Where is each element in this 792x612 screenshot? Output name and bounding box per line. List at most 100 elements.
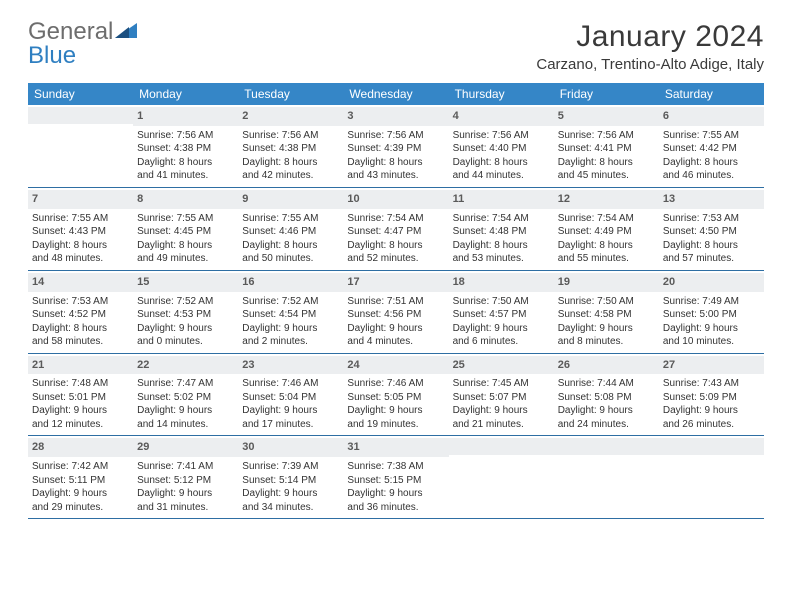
day-info-line: Sunrise: 7:52 AM — [242, 295, 339, 309]
day-number: 12 — [554, 190, 659, 209]
day-info-line: and 14 minutes. — [137, 418, 234, 432]
day-info-line: Daylight: 9 hours — [663, 404, 760, 418]
day-info-line: Sunset: 4:56 PM — [347, 308, 444, 322]
day-number: 17 — [343, 273, 448, 292]
day-number: 11 — [449, 190, 554, 209]
day-number: 5 — [554, 107, 659, 126]
day-cell — [449, 436, 554, 518]
day-info-line: Sunset: 5:11 PM — [32, 474, 129, 488]
day-info-line: Sunset: 4:38 PM — [137, 142, 234, 156]
day-info-line: Sunrise: 7:51 AM — [347, 295, 444, 309]
day-info-line: Sunrise: 7:55 AM — [663, 129, 760, 143]
day-cell: 23Sunrise: 7:46 AMSunset: 5:04 PMDayligh… — [238, 354, 343, 436]
day-info-line: Daylight: 9 hours — [137, 404, 234, 418]
day-info-line: and 52 minutes. — [347, 252, 444, 266]
day-info-line: Daylight: 9 hours — [32, 487, 129, 501]
day-info-line: and 55 minutes. — [558, 252, 655, 266]
day-info-line: Sunrise: 7:54 AM — [453, 212, 550, 226]
day-number: 25 — [449, 356, 554, 375]
day-cell: 21Sunrise: 7:48 AMSunset: 5:01 PMDayligh… — [28, 354, 133, 436]
day-info-line: Daylight: 9 hours — [242, 487, 339, 501]
day-info-line: and 17 minutes. — [242, 418, 339, 432]
day-info-line: and 48 minutes. — [32, 252, 129, 266]
day-info-line: Sunrise: 7:50 AM — [558, 295, 655, 309]
day-cell: 7Sunrise: 7:55 AMSunset: 4:43 PMDaylight… — [28, 188, 133, 270]
day-cell: 25Sunrise: 7:45 AMSunset: 5:07 PMDayligh… — [449, 354, 554, 436]
day-info-line: Sunset: 4:39 PM — [347, 142, 444, 156]
day-info-line: Sunset: 5:12 PM — [137, 474, 234, 488]
day-cell: 19Sunrise: 7:50 AMSunset: 4:58 PMDayligh… — [554, 271, 659, 353]
day-info-line: and 36 minutes. — [347, 501, 444, 515]
weekday-header: Thursday — [449, 83, 554, 105]
day-info-line: Sunrise: 7:53 AM — [663, 212, 760, 226]
day-info-line: and 0 minutes. — [137, 335, 234, 349]
day-info-line: and 31 minutes. — [137, 501, 234, 515]
day-info-line: Daylight: 9 hours — [453, 404, 550, 418]
day-info-line: Daylight: 9 hours — [347, 487, 444, 501]
weekday-header: Saturday — [659, 83, 764, 105]
day-info-line: Daylight: 8 hours — [558, 239, 655, 253]
day-info-line: Daylight: 9 hours — [242, 404, 339, 418]
day-info-line: Daylight: 8 hours — [242, 156, 339, 170]
day-info-line: Sunset: 5:07 PM — [453, 391, 550, 405]
day-number: 8 — [133, 190, 238, 209]
day-number: 4 — [449, 107, 554, 126]
day-number: 23 — [238, 356, 343, 375]
week-row: 14Sunrise: 7:53 AMSunset: 4:52 PMDayligh… — [28, 271, 764, 354]
day-info-line: and 24 minutes. — [558, 418, 655, 432]
day-info-line: Daylight: 8 hours — [137, 239, 234, 253]
weekday-header: Monday — [133, 83, 238, 105]
day-info-line: Sunset: 5:14 PM — [242, 474, 339, 488]
day-info-line: Sunset: 4:41 PM — [558, 142, 655, 156]
day-cell: 1Sunrise: 7:56 AMSunset: 4:38 PMDaylight… — [133, 105, 238, 187]
day-number: 24 — [343, 356, 448, 375]
logo-text-general: General — [28, 18, 113, 45]
day-cell: 18Sunrise: 7:50 AMSunset: 4:57 PMDayligh… — [449, 271, 554, 353]
day-info-line: Sunrise: 7:53 AM — [32, 295, 129, 309]
day-info-line: Sunrise: 7:48 AM — [32, 377, 129, 391]
day-info-line: Sunset: 4:38 PM — [242, 142, 339, 156]
weekday-header: Sunday — [28, 83, 133, 105]
day-cell: 20Sunrise: 7:49 AMSunset: 5:00 PMDayligh… — [659, 271, 764, 353]
day-number: 31 — [343, 438, 448, 457]
day-info-line: and 29 minutes. — [32, 501, 129, 515]
day-number: 2 — [238, 107, 343, 126]
day-info-line: Daylight: 9 hours — [453, 322, 550, 336]
day-info-line: Daylight: 9 hours — [137, 322, 234, 336]
week-row: 1Sunrise: 7:56 AMSunset: 4:38 PMDaylight… — [28, 105, 764, 188]
day-cell: 11Sunrise: 7:54 AMSunset: 4:48 PMDayligh… — [449, 188, 554, 270]
day-info-line: Sunset: 4:40 PM — [453, 142, 550, 156]
day-info-line: Daylight: 9 hours — [32, 404, 129, 418]
day-number: 6 — [659, 107, 764, 126]
day-cell — [659, 436, 764, 518]
logo: GeneralBlue — [28, 20, 137, 68]
day-cell: 29Sunrise: 7:41 AMSunset: 5:12 PMDayligh… — [133, 436, 238, 518]
day-number: 19 — [554, 273, 659, 292]
day-info-line: and 53 minutes. — [453, 252, 550, 266]
weekday-header: Tuesday — [238, 83, 343, 105]
day-info-line: and 21 minutes. — [453, 418, 550, 432]
weekday-header-row: SundayMondayTuesdayWednesdayThursdayFrid… — [28, 83, 764, 105]
day-cell: 10Sunrise: 7:54 AMSunset: 4:47 PMDayligh… — [343, 188, 448, 270]
day-info-line: and 46 minutes. — [663, 169, 760, 183]
day-info-line: Sunrise: 7:38 AM — [347, 460, 444, 474]
day-info-line: and 58 minutes. — [32, 335, 129, 349]
day-info-line: Sunset: 4:49 PM — [558, 225, 655, 239]
day-info-line: Sunset: 4:50 PM — [663, 225, 760, 239]
logo-triangle-icon — [113, 18, 137, 45]
day-info-line: Daylight: 8 hours — [558, 156, 655, 170]
day-number: 22 — [133, 356, 238, 375]
day-info-line: Sunrise: 7:56 AM — [347, 129, 444, 143]
day-info-line: Sunset: 5:04 PM — [242, 391, 339, 405]
day-cell: 13Sunrise: 7:53 AMSunset: 4:50 PMDayligh… — [659, 188, 764, 270]
day-number: 30 — [238, 438, 343, 457]
day-info-line: Sunset: 4:54 PM — [242, 308, 339, 322]
day-cell: 31Sunrise: 7:38 AMSunset: 5:15 PMDayligh… — [343, 436, 448, 518]
day-info-line: and 42 minutes. — [242, 169, 339, 183]
day-cell: 9Sunrise: 7:55 AMSunset: 4:46 PMDaylight… — [238, 188, 343, 270]
day-info-line: Sunrise: 7:55 AM — [32, 212, 129, 226]
day-info-line: and 34 minutes. — [242, 501, 339, 515]
day-info-line: and 4 minutes. — [347, 335, 444, 349]
day-cell: 6Sunrise: 7:55 AMSunset: 4:42 PMDaylight… — [659, 105, 764, 187]
day-number: 7 — [28, 190, 133, 209]
